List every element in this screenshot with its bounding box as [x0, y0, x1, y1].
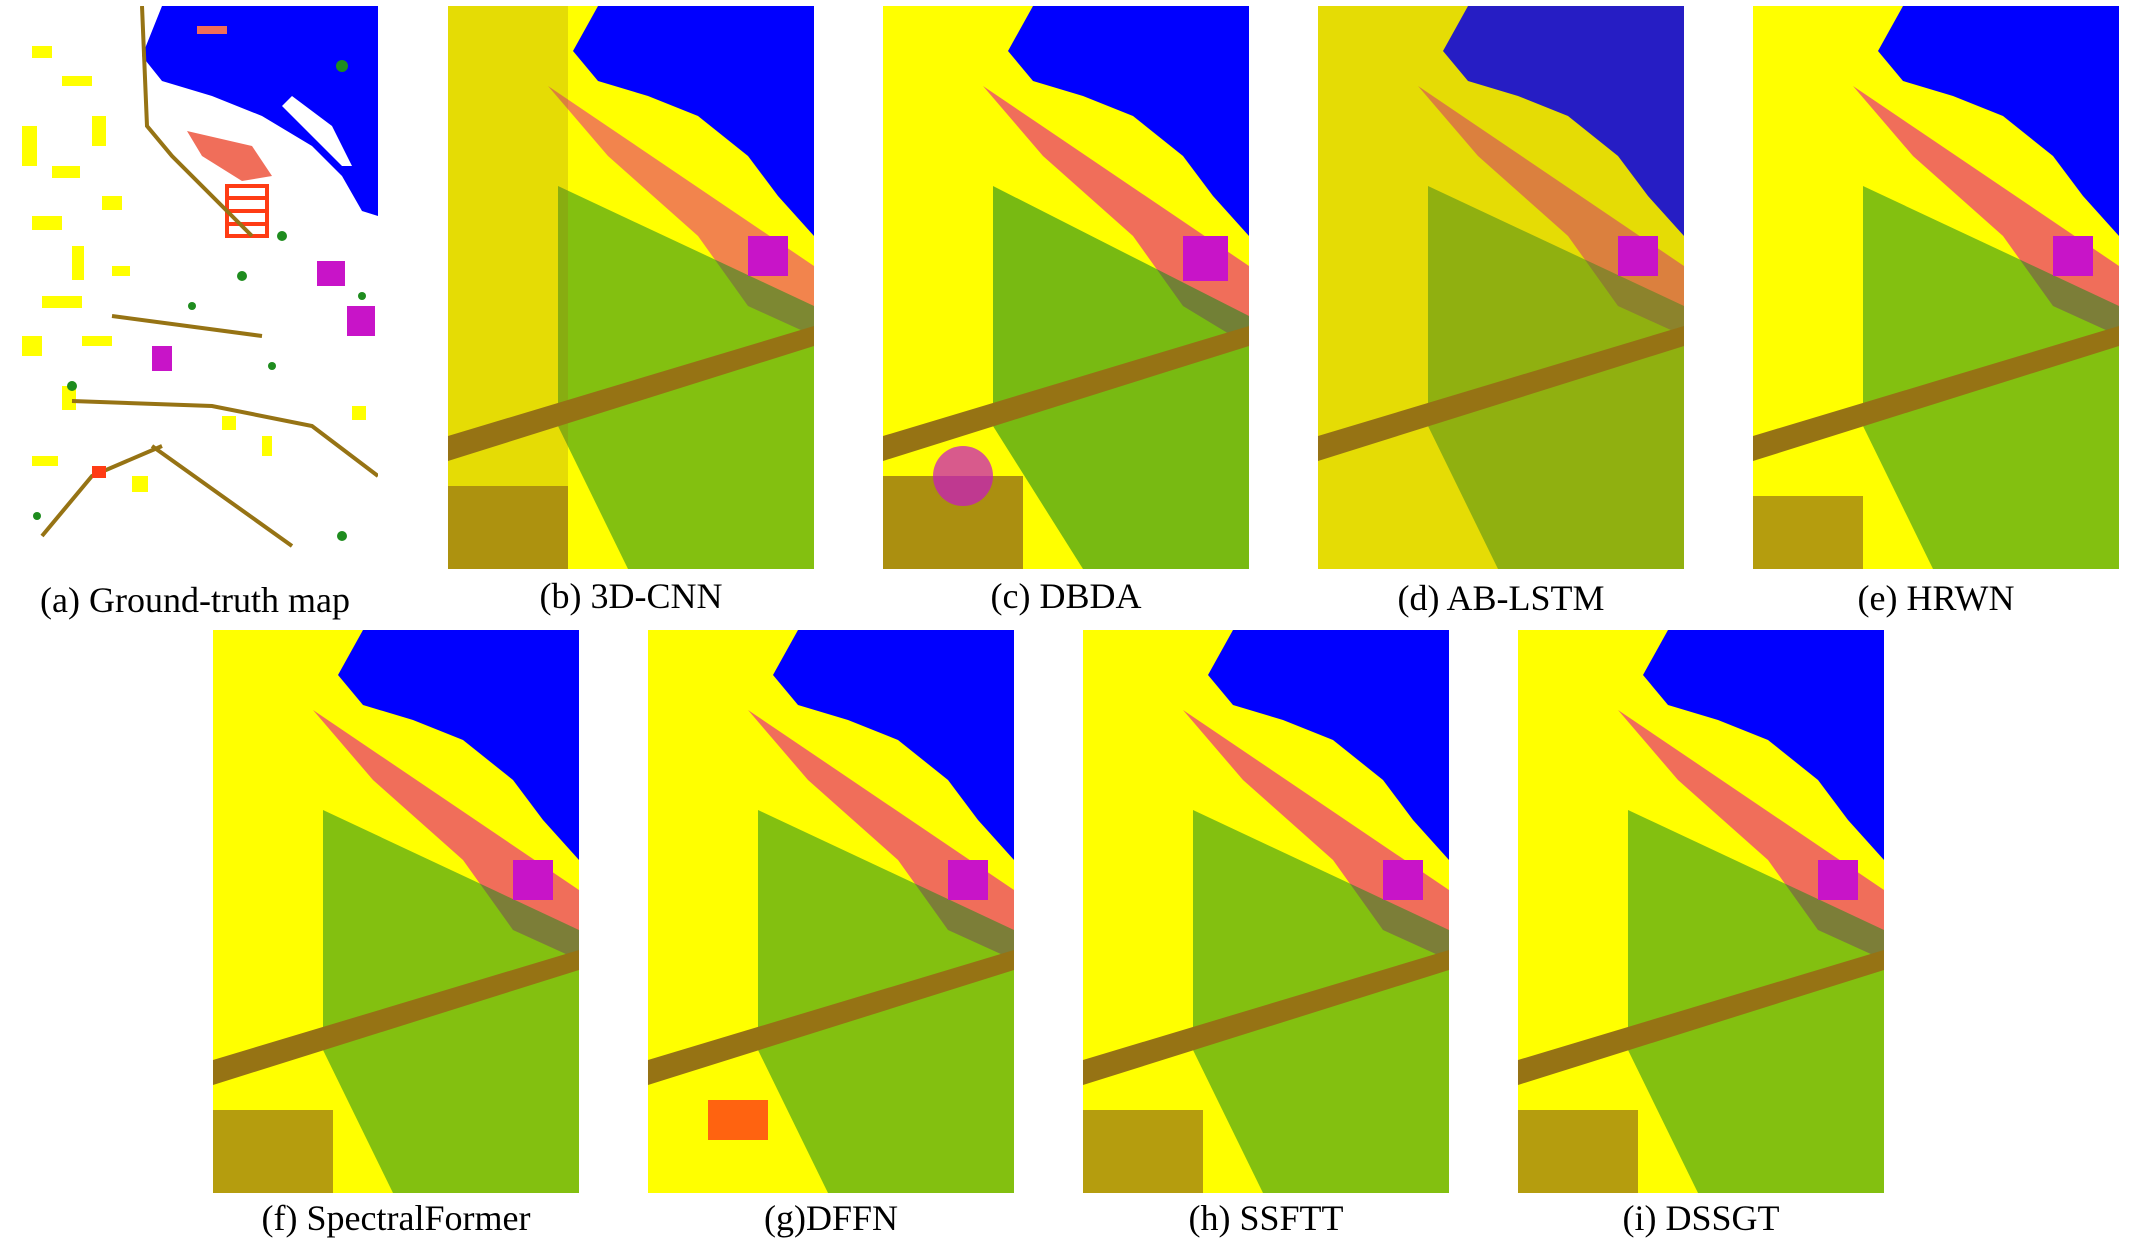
caption-a: (a) Ground-truth map	[40, 580, 350, 620]
panel-e-hrwn-map	[1753, 6, 2119, 569]
classification-map-image	[1083, 630, 1449, 1193]
panel-a-ground-truth-map	[12, 6, 378, 569]
caption-c: (c) DBDA	[990, 576, 1142, 616]
panel-b-3d-cnn-map	[448, 6, 814, 569]
caption-b: (b) 3D-CNN	[539, 576, 723, 616]
classification-map-image	[648, 630, 1014, 1193]
caption-g: (g)DFFN	[763, 1198, 898, 1238]
classification-map-image	[1518, 630, 1884, 1193]
panel-f-spectralformer-map	[213, 630, 579, 1193]
panel-g-dffn-map	[648, 630, 1014, 1193]
panel-c-dbda-map	[883, 6, 1249, 569]
panel-d-ab-lstm-map	[1318, 6, 1684, 569]
classification-map-image	[1318, 6, 1684, 569]
classification-map-image	[1753, 6, 2119, 569]
panel-i-dssgt-map	[1518, 630, 1884, 1193]
ground-truth-map-image	[12, 6, 378, 569]
classification-map-image	[883, 6, 1249, 569]
panel-h-ssftt-map	[1083, 630, 1449, 1193]
caption-h: (h) SSFTT	[1188, 1198, 1344, 1238]
classification-map-image	[213, 630, 579, 1193]
caption-i: (i) DSSGT	[1622, 1198, 1780, 1238]
caption-d: (d) AB-LSTM	[1397, 578, 1605, 618]
caption-e: (e) HRWN	[1857, 578, 2015, 618]
caption-f: (f) SpectralFormer	[261, 1198, 531, 1238]
classification-map-image	[448, 6, 814, 569]
